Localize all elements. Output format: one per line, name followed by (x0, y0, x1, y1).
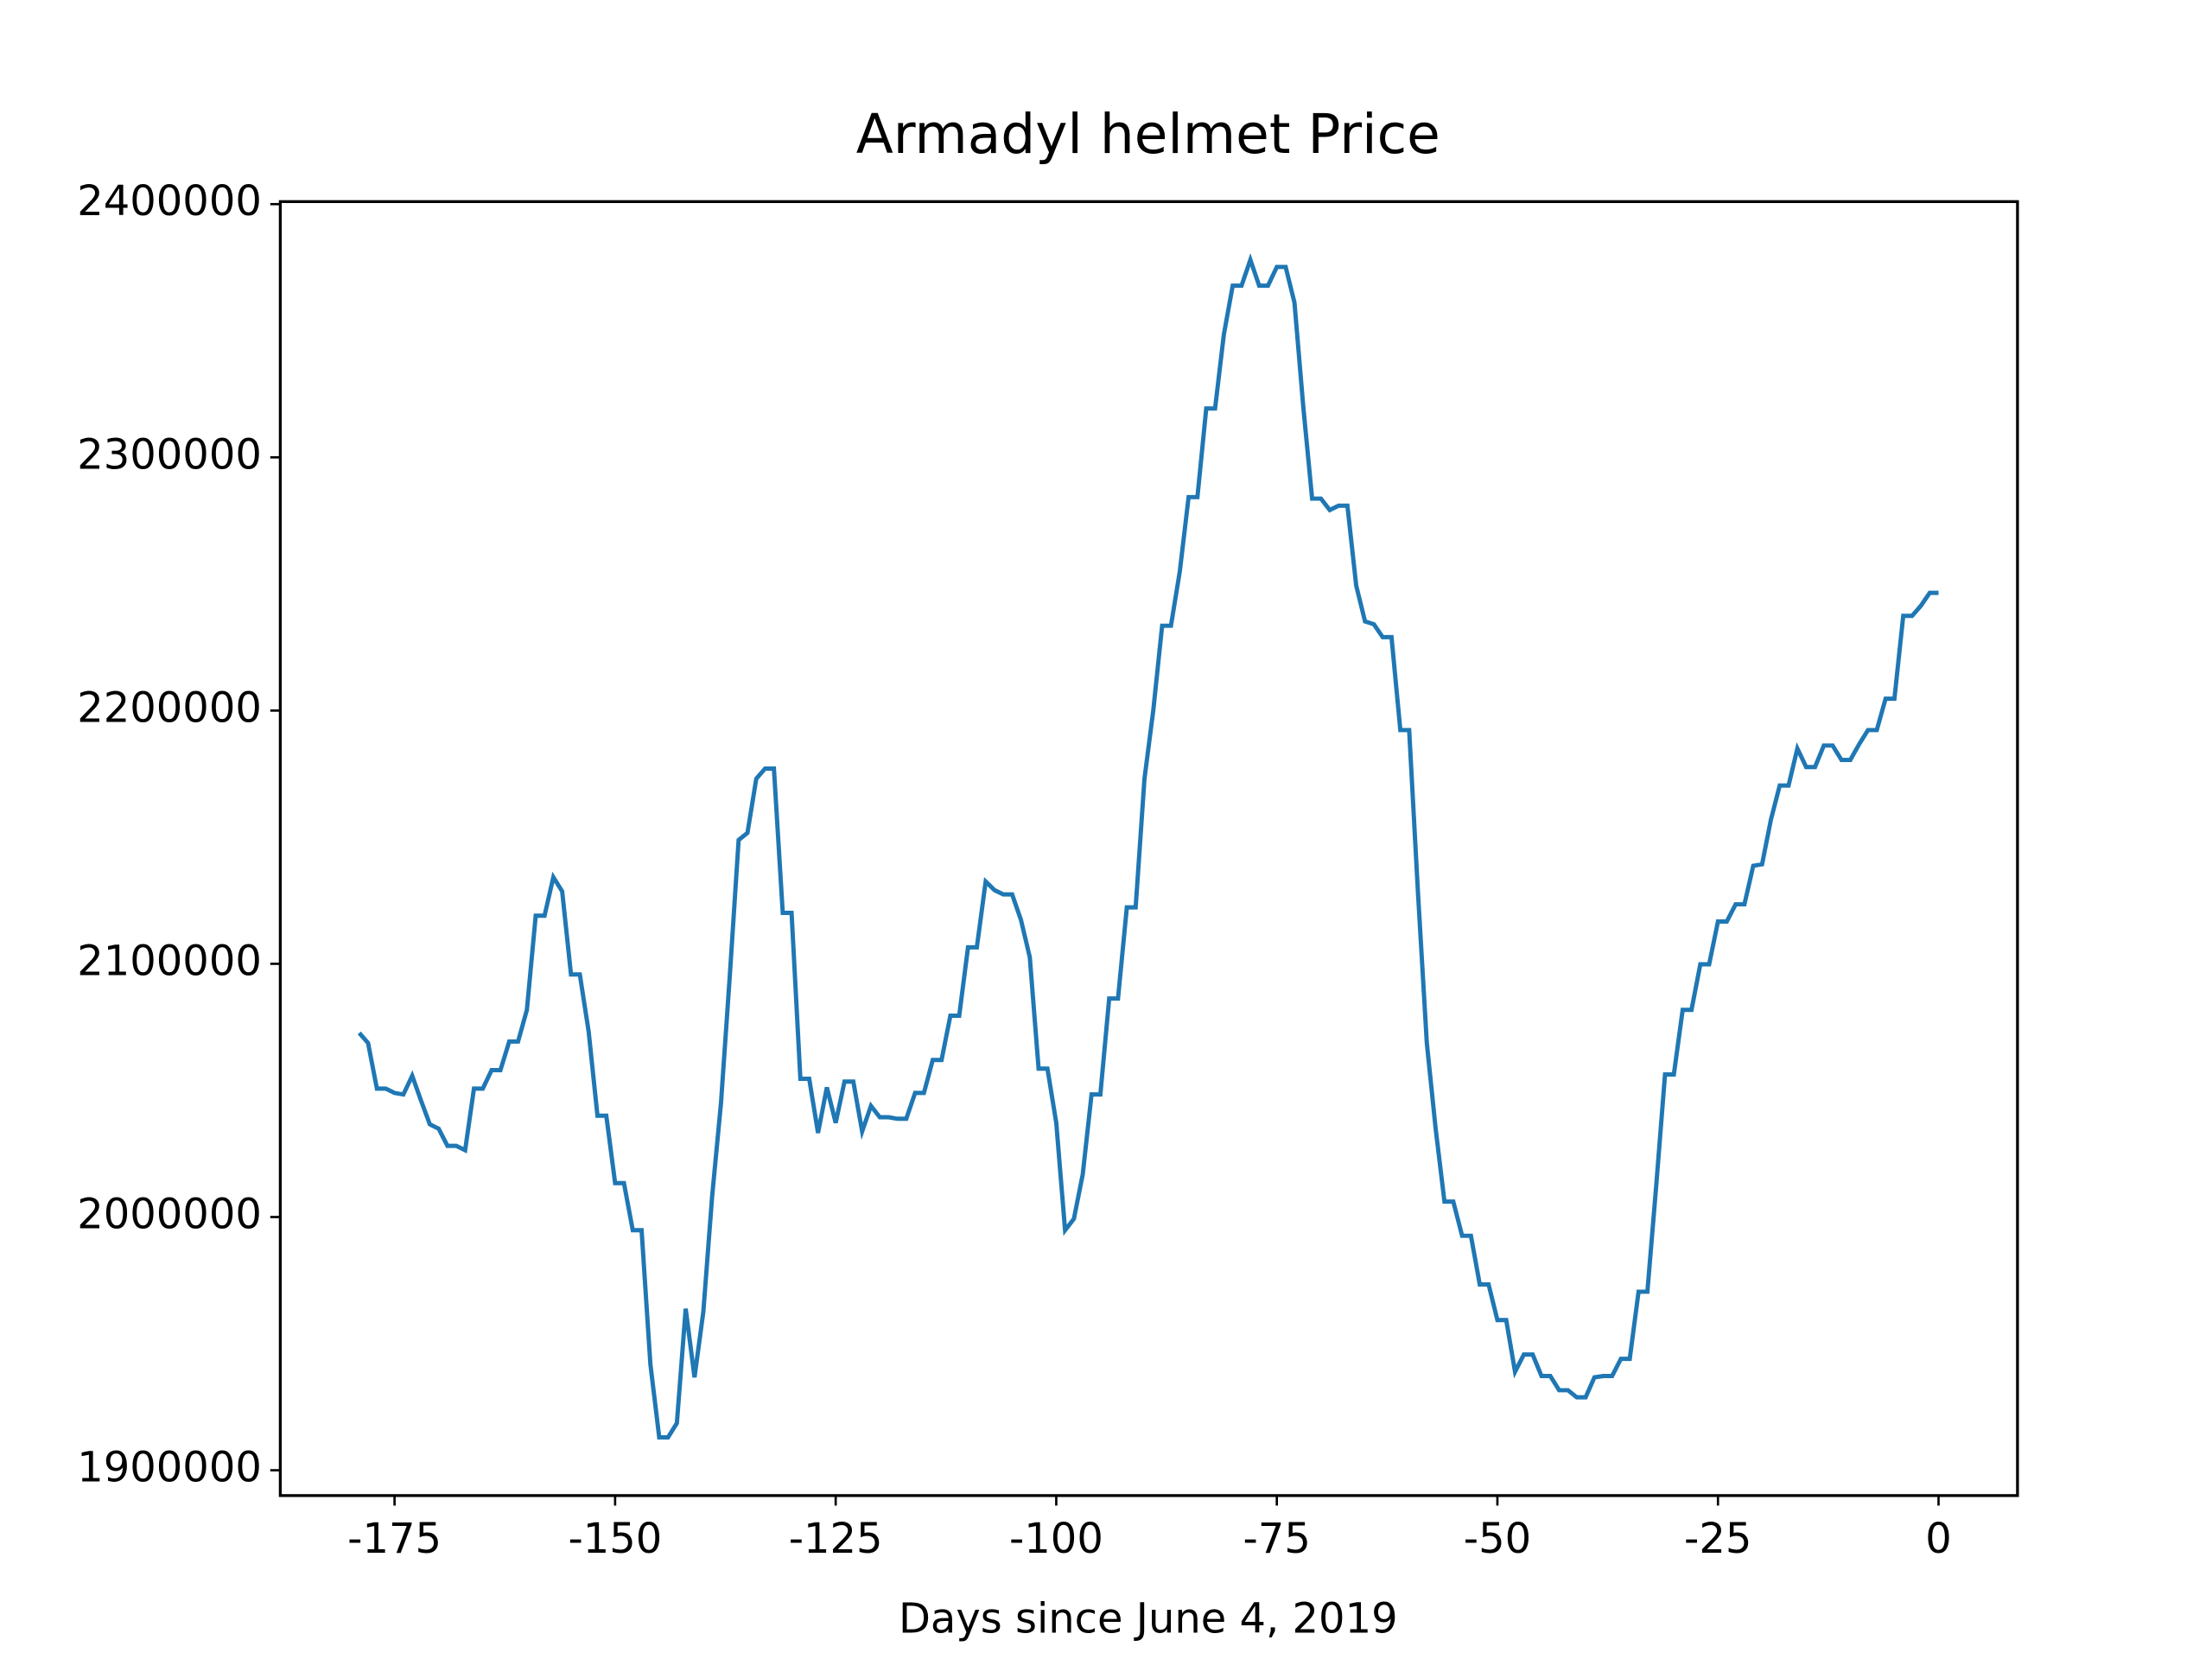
y-tick-label: 1900000 (77, 1444, 262, 1492)
x-tick-label: -25 (1684, 1515, 1751, 1563)
y-tick-label: 2000000 (77, 1190, 262, 1238)
y-tick-label: 2300000 (77, 430, 262, 479)
x-tick-label: -175 (347, 1515, 442, 1563)
x-tick-label: -100 (1009, 1515, 1103, 1563)
y-tick-label: 2400000 (77, 177, 262, 226)
y-tick-label: 2100000 (77, 937, 262, 985)
line-series (357, 253, 1939, 1440)
x-tick-label: 0 (1925, 1515, 1952, 1563)
x-tick-label: -125 (789, 1515, 883, 1563)
x-tick-label: -75 (1243, 1515, 1311, 1563)
x-tick-label: -50 (1464, 1515, 1531, 1563)
chart-title: Armadyl helmet Price (856, 103, 1440, 166)
x-axis-label: Days since June 4, 2019 (899, 1595, 1398, 1643)
x-tick-label: -150 (568, 1515, 662, 1563)
y-tick-label: 2200000 (77, 683, 262, 732)
plot-frame (278, 200, 2019, 1497)
